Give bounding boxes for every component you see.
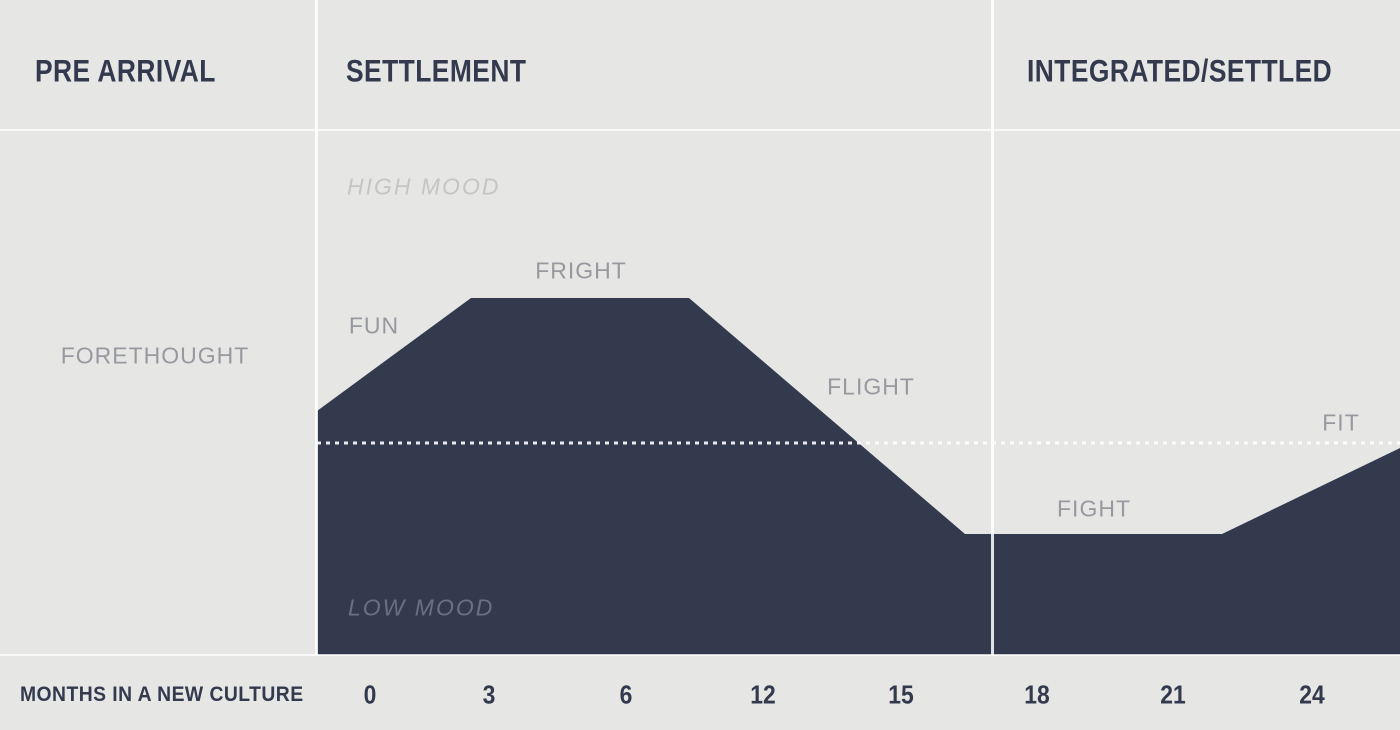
- annotation-fight: FIGHT: [1057, 495, 1131, 522]
- low-mood-label: LOW MOOD: [348, 594, 495, 621]
- header-separator-line: [0, 129, 1400, 131]
- x-tick-0: 0: [363, 679, 377, 710]
- x-axis-title: MONTHS IN A NEW CULTURE: [20, 683, 304, 706]
- phase-title-pre-arrival: PRE ARRIVAL: [35, 53, 216, 89]
- phase-divider-settlement: [315, 0, 318, 655]
- x-tick-24: 24: [1299, 679, 1325, 710]
- x-tick-3: 3: [482, 679, 496, 710]
- annotation-forethought: FORETHOUGHT: [60, 342, 250, 369]
- x-tick-18: 18: [1024, 679, 1050, 710]
- phase-title-integrated-settled: INTEGRATED/SETTLED: [1027, 53, 1333, 89]
- annotation-flight: FLIGHT: [827, 373, 915, 400]
- annotation-fit: FIT: [1322, 409, 1360, 436]
- x-tick-15: 15: [888, 679, 914, 710]
- high-mood-label: HIGH MOOD: [347, 173, 501, 200]
- annotation-fright: FRIGHT: [535, 257, 627, 284]
- phase-title-settlement: SETTLEMENT: [346, 53, 527, 89]
- phase-divider-integrated: [991, 0, 994, 655]
- mood-area-polygon: [317, 298, 1400, 655]
- x-tick-12: 12: [750, 679, 776, 710]
- annotation-fun: FUN: [348, 312, 400, 339]
- x-tick-21: 21: [1160, 679, 1186, 710]
- axis-separator-line: [0, 654, 1400, 656]
- x-tick-6: 6: [619, 679, 633, 710]
